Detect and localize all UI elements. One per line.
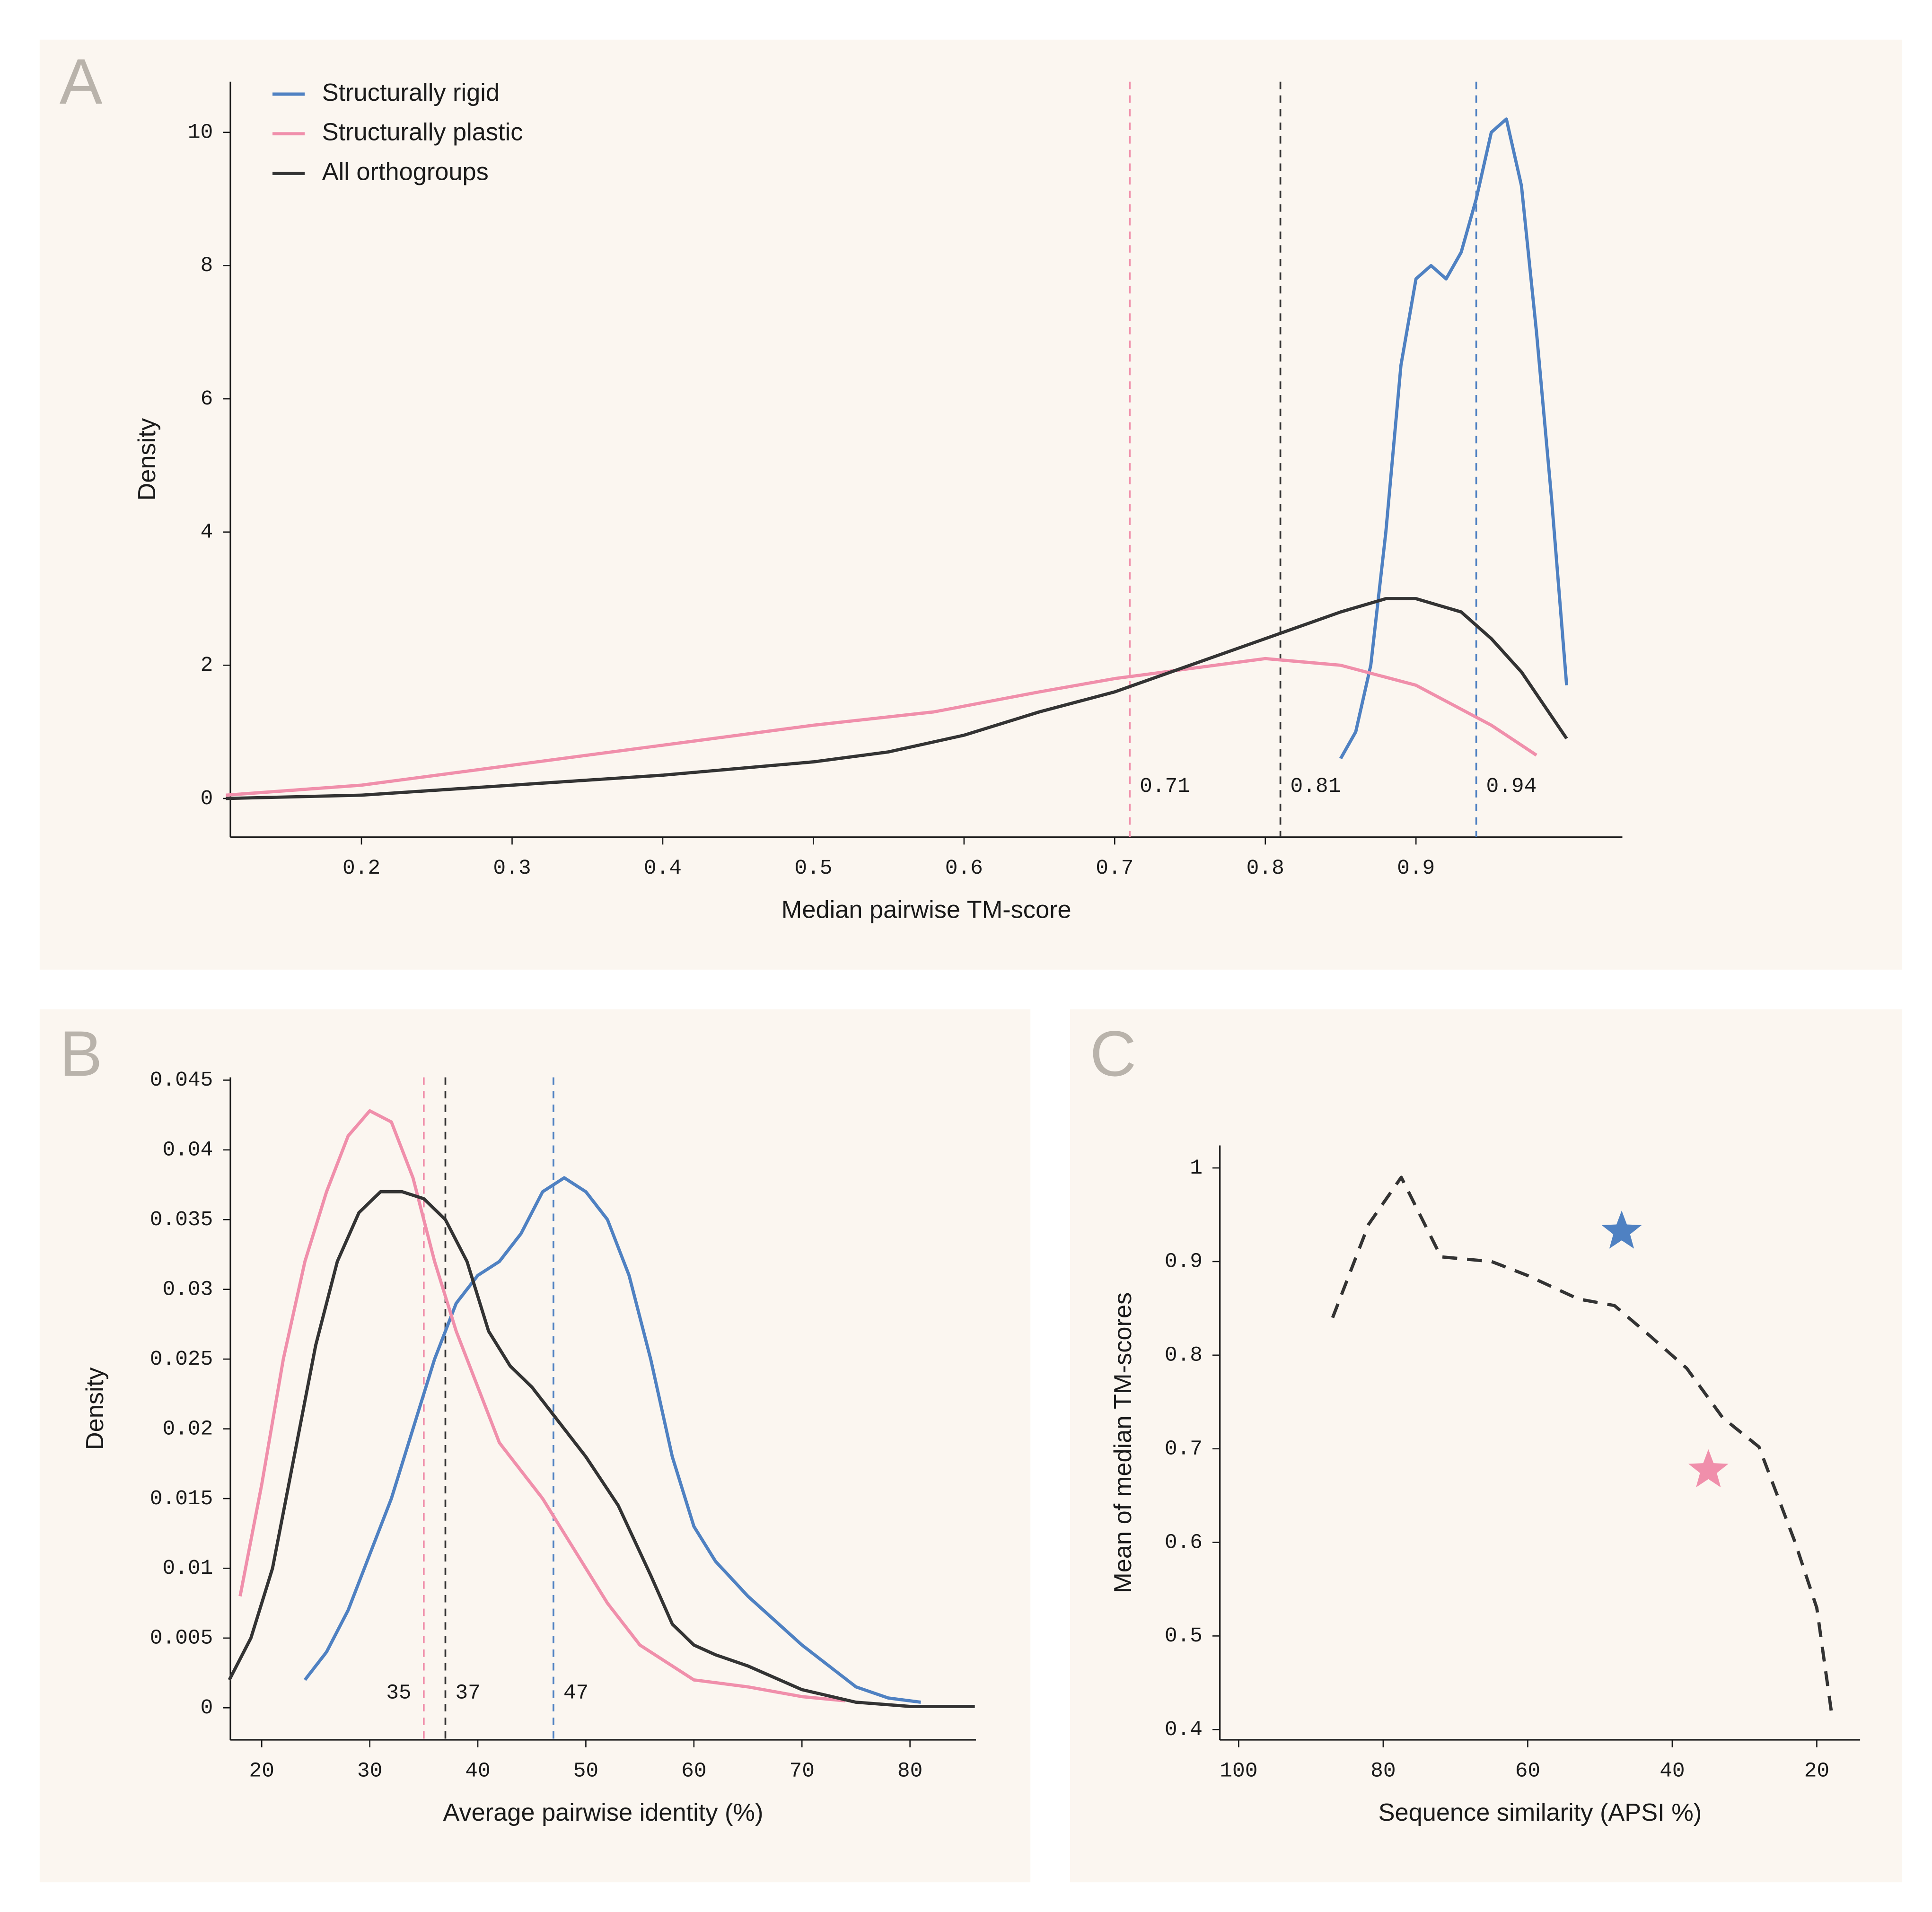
y-tick-label: 8 bbox=[201, 254, 213, 278]
panel-bg bbox=[1070, 1009, 1903, 1883]
series-line bbox=[1339, 117, 1569, 760]
x-tick-label: 80 bbox=[897, 1759, 922, 1783]
legend-label: Structurally rigid bbox=[322, 79, 500, 106]
x-axis-label: Median pairwise TM-score bbox=[782, 896, 1071, 924]
x-tick-label: 0.6 bbox=[945, 857, 983, 880]
legend-label: All orthogroups bbox=[322, 158, 489, 185]
median-label: 0.94 bbox=[1486, 775, 1537, 798]
median-label: 47 bbox=[563, 1681, 588, 1705]
x-tick-label: 50 bbox=[573, 1759, 598, 1783]
x-tick-label: 100 bbox=[1220, 1759, 1257, 1783]
y-tick-label: 0.04 bbox=[163, 1139, 213, 1162]
x-axis-label: Average pairwise identity (%) bbox=[443, 1799, 764, 1826]
y-tick-label: 0.9 bbox=[1165, 1250, 1203, 1274]
panel-bg bbox=[39, 39, 1903, 970]
panel-label: A bbox=[60, 45, 103, 117]
series-line bbox=[238, 1109, 845, 1702]
star-point bbox=[1688, 1449, 1729, 1488]
series-line bbox=[1331, 1175, 1833, 1711]
y-tick-label: 0.025 bbox=[150, 1348, 213, 1371]
x-tick-label: 60 bbox=[1515, 1759, 1540, 1783]
star-point bbox=[1601, 1210, 1642, 1249]
median-label: 0.71 bbox=[1140, 775, 1190, 798]
y-tick-label: 6 bbox=[201, 387, 213, 411]
x-tick-label: 0.8 bbox=[1247, 857, 1284, 880]
x-tick-label: 0.5 bbox=[794, 857, 832, 880]
x-tick-label: 70 bbox=[790, 1759, 815, 1783]
x-tick-label: 40 bbox=[1660, 1759, 1685, 1783]
y-tick-label: 0.5 bbox=[1165, 1624, 1203, 1648]
median-label: 0.81 bbox=[1291, 775, 1341, 798]
x-axis-label: Sequence similarity (APSI %) bbox=[1379, 1799, 1702, 1826]
y-tick-label: 0.005 bbox=[150, 1627, 213, 1650]
y-tick-label: 2 bbox=[201, 654, 213, 677]
y-tick-label: 0.7 bbox=[1165, 1437, 1203, 1461]
y-tick-label: 0.03 bbox=[163, 1278, 213, 1301]
y-tick-label: 4 bbox=[201, 520, 213, 544]
y-axis-label: Mean of median TM-scores bbox=[1109, 1292, 1137, 1593]
y-tick-label: 10 bbox=[188, 121, 213, 145]
panel-label: C bbox=[1090, 1017, 1136, 1089]
x-tick-label: 80 bbox=[1370, 1759, 1396, 1783]
panel-bg bbox=[39, 1009, 1031, 1883]
median-label: 35 bbox=[386, 1681, 411, 1705]
x-tick-label: 0.9 bbox=[1397, 857, 1435, 880]
x-tick-label: 60 bbox=[681, 1759, 706, 1783]
series-line bbox=[226, 657, 1537, 797]
x-tick-label: 0.7 bbox=[1096, 857, 1133, 880]
y-tick-label: 0.015 bbox=[150, 1487, 213, 1511]
y-tick-label: 1 bbox=[1190, 1157, 1203, 1180]
x-tick-label: 0.3 bbox=[493, 857, 531, 880]
y-tick-label: 0.01 bbox=[163, 1557, 213, 1580]
legend-label: Structurally plastic bbox=[322, 119, 523, 146]
series-line bbox=[303, 1176, 921, 1704]
series-line bbox=[226, 597, 1568, 800]
y-tick-label: 0.035 bbox=[150, 1208, 213, 1232]
y-tick-label: 0.045 bbox=[150, 1069, 213, 1092]
y-axis-label: Density bbox=[133, 418, 161, 500]
y-tick-label: 0.6 bbox=[1165, 1531, 1203, 1554]
y-axis-label: Density bbox=[81, 1367, 109, 1450]
y-tick-label: 0 bbox=[201, 787, 213, 811]
x-tick-label: 0.2 bbox=[342, 857, 380, 880]
y-tick-label: 0.8 bbox=[1165, 1344, 1203, 1368]
x-tick-label: 0.4 bbox=[644, 857, 682, 880]
series-line bbox=[228, 1190, 975, 1708]
median-label: 37 bbox=[455, 1681, 480, 1705]
y-tick-label: 0.02 bbox=[163, 1417, 213, 1441]
x-tick-label: 20 bbox=[249, 1759, 274, 1783]
x-tick-label: 30 bbox=[357, 1759, 382, 1783]
y-tick-label: 0.4 bbox=[1165, 1718, 1203, 1742]
x-tick-label: 20 bbox=[1804, 1759, 1829, 1783]
panel-label: B bbox=[60, 1017, 103, 1089]
y-tick-label: 0 bbox=[201, 1696, 213, 1720]
x-tick-label: 40 bbox=[465, 1759, 490, 1783]
